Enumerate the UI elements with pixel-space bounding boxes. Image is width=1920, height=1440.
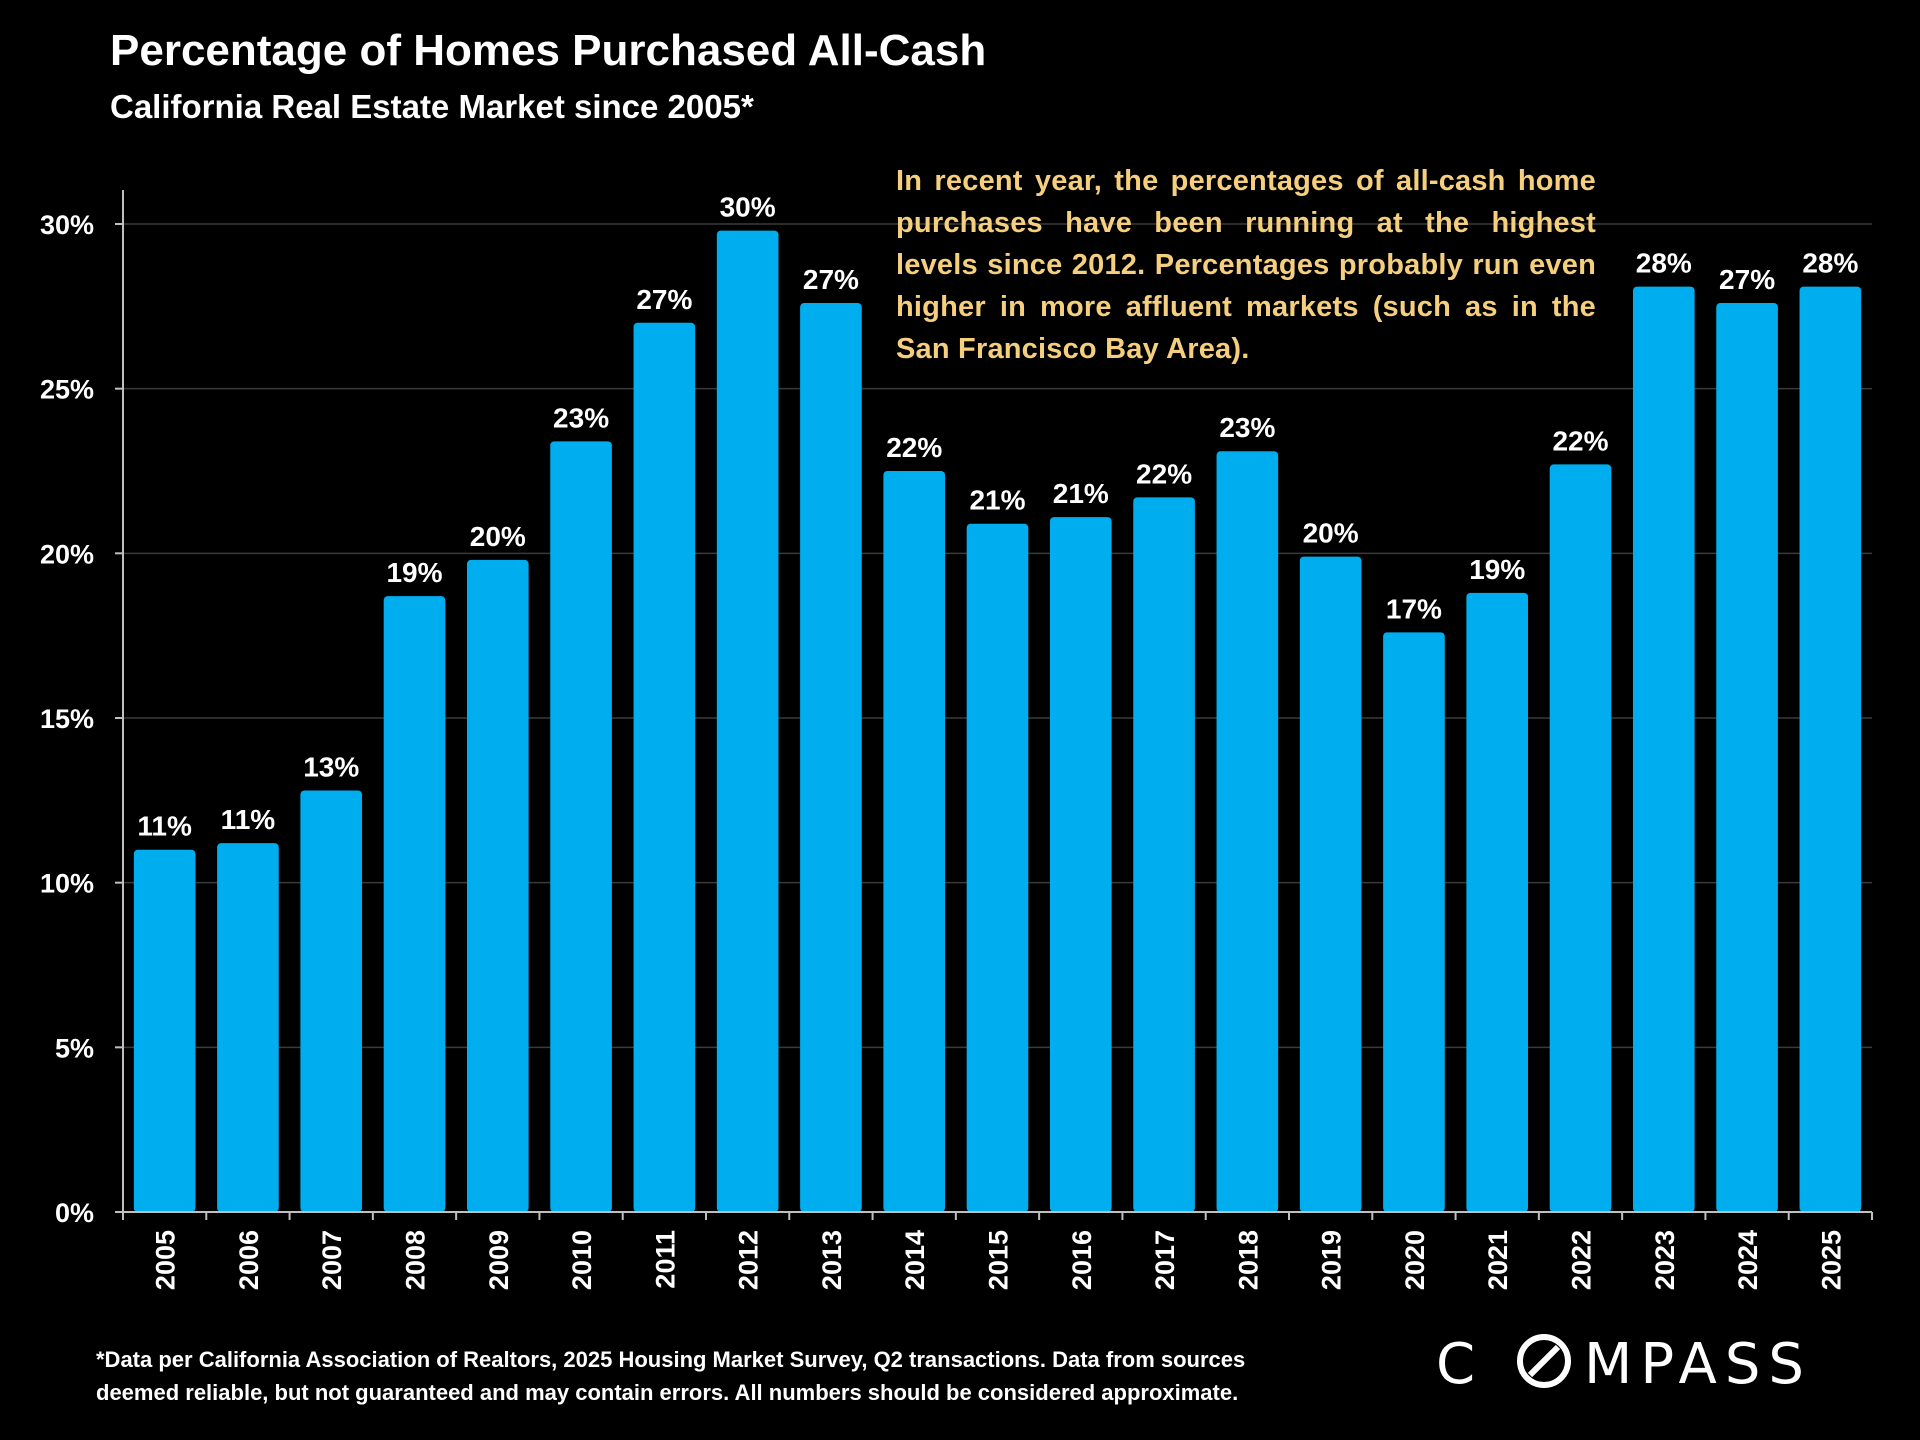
y-tick-label: 10%	[40, 869, 94, 899]
footnote-line-1: *Data per California Association of Real…	[96, 1347, 1246, 1372]
data-label-2013: 27%	[803, 264, 859, 295]
x-tick-label-2005: 2005	[151, 1230, 181, 1290]
x-tick-label-2008: 2008	[401, 1230, 431, 1290]
data-label-2010: 23%	[553, 402, 609, 433]
x-tick-label-2024: 2024	[1733, 1230, 1763, 1290]
bar-2015	[966, 523, 1029, 1212]
data-label-2015: 21%	[969, 485, 1025, 516]
logo-letter-c: C	[1436, 1332, 1483, 1396]
bar-2008	[383, 596, 446, 1212]
data-label-2018: 23%	[1219, 412, 1275, 443]
y-tick-label: 30%	[40, 210, 94, 240]
data-label-2016: 21%	[1053, 478, 1109, 509]
data-label-2024: 27%	[1719, 264, 1775, 295]
bar-2012	[716, 230, 779, 1212]
y-tick-label: 25%	[40, 375, 94, 405]
x-tick-label-2013: 2013	[817, 1230, 847, 1290]
y-tick-label: 5%	[55, 1033, 94, 1063]
bar-2020	[1383, 632, 1445, 1212]
x-tick-label-2021: 2021	[1483, 1230, 1513, 1290]
bar-2006	[217, 843, 279, 1212]
x-tick-label-2012: 2012	[734, 1230, 764, 1290]
x-tick-label-2016: 2016	[1067, 1230, 1097, 1290]
data-label-2021: 19%	[1469, 554, 1525, 585]
x-tick-label-2017: 2017	[1150, 1230, 1180, 1290]
x-tick-label-2007: 2007	[317, 1230, 347, 1290]
data-label-2017: 22%	[1136, 458, 1192, 489]
data-label-2014: 22%	[886, 432, 942, 463]
bar-2005	[133, 849, 196, 1212]
compass-logo-text: C MPASS	[1436, 1332, 1812, 1396]
x-tick-label-2025: 2025	[1816, 1230, 1846, 1290]
bar-2022	[1549, 464, 1612, 1212]
bar-2013	[800, 303, 862, 1212]
data-labels: 11% 11% 13% 19% 20% 23% 27% 30% 27% 22% 21% 21% 22% 2…	[137, 192, 1858, 842]
compass-o-icon	[1517, 1334, 1571, 1388]
chart-subtitle: California Real Estate Market since 2005…	[110, 88, 754, 125]
bar-2023	[1632, 286, 1695, 1212]
bar-2019	[1299, 556, 1362, 1212]
bar-2009	[466, 559, 529, 1212]
axes: 0% 5% 10% 15% 20% 25% 30% 2005 2006 2007 2008 2009 2…	[40, 190, 1873, 1290]
chart-title: Percentage of Homes Purchased All-Cash	[110, 26, 987, 75]
footnote: *Data per California Association of Real…	[96, 1343, 1436, 1409]
bar-2024	[1716, 303, 1778, 1212]
data-label-2019: 20%	[1303, 518, 1359, 549]
data-label-2007: 13%	[303, 751, 359, 782]
data-label-2022: 22%	[1552, 425, 1608, 456]
bar-2025	[1799, 286, 1862, 1212]
footnote-line-2: deemed reliable, but not guaranteed and …	[96, 1380, 1239, 1405]
data-label-2012: 30%	[720, 192, 776, 223]
x-tick-label-2023: 2023	[1650, 1230, 1680, 1290]
data-label-2023: 28%	[1636, 248, 1692, 279]
bar-2007	[300, 790, 363, 1212]
bar-2010	[550, 441, 612, 1212]
x-tick-label-2006: 2006	[234, 1230, 264, 1290]
bar-2011	[633, 322, 696, 1212]
x-tick-label-2014: 2014	[900, 1230, 930, 1290]
x-tick-label-2011: 2011	[650, 1230, 680, 1289]
x-tick-label-2022: 2022	[1567, 1230, 1597, 1290]
bar-2018	[1216, 451, 1279, 1212]
data-label-2025: 28%	[1802, 248, 1858, 279]
bar-2017	[1133, 497, 1195, 1212]
bar-2021	[1466, 592, 1529, 1212]
data-label-2020: 17%	[1386, 593, 1442, 624]
data-label-2011: 27%	[636, 284, 692, 315]
x-tick-label-2019: 2019	[1317, 1230, 1347, 1290]
data-label-2005: 11%	[137, 811, 192, 842]
annotation-text: In recent year, the percentages of all-c…	[896, 165, 1596, 365]
x-tick-label-2010: 2010	[567, 1230, 597, 1290]
x-tick-label-2015: 2015	[984, 1230, 1014, 1290]
bar-2014	[883, 471, 946, 1212]
logo-letters-mpass: MPASS	[1584, 1332, 1812, 1396]
y-tick-label: 0%	[55, 1198, 94, 1228]
compass-logo: C MPASS	[1436, 1332, 1812, 1396]
data-label-2006: 11%	[221, 804, 276, 835]
bars	[133, 230, 1862, 1212]
y-tick-label: 15%	[40, 704, 94, 734]
x-tick-label-2020: 2020	[1400, 1230, 1430, 1290]
y-tick-label: 20%	[40, 539, 94, 569]
data-label-2009: 20%	[470, 521, 526, 552]
x-tick-label-2009: 2009	[484, 1230, 514, 1290]
data-label-2008: 19%	[386, 557, 442, 588]
bar-2016	[1049, 517, 1112, 1212]
x-tick-label-2018: 2018	[1233, 1230, 1263, 1290]
